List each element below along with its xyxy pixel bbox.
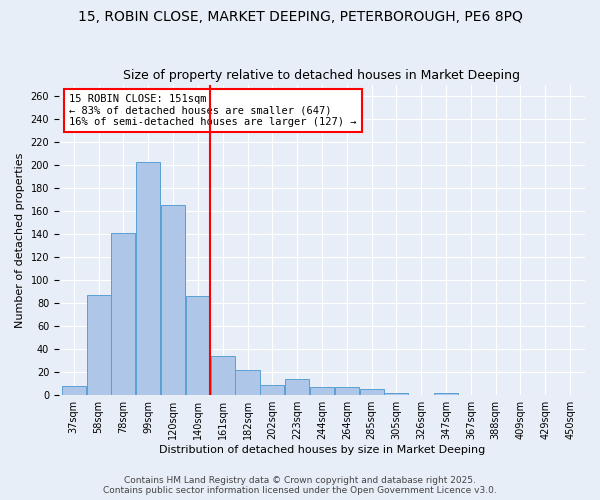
Bar [86, 295, 110, 395]
Bar [335, 387, 359, 395]
Bar [112, 233, 136, 395]
Bar [161, 206, 185, 395]
Text: 15, ROBIN CLOSE, MARKET DEEPING, PETERBOROUGH, PE6 8PQ: 15, ROBIN CLOSE, MARKET DEEPING, PETERBO… [77, 10, 523, 24]
Bar [260, 385, 284, 395]
Bar [136, 162, 160, 395]
Y-axis label: Number of detached properties: Number of detached properties [15, 152, 25, 328]
Bar [211, 356, 235, 395]
Bar [62, 386, 86, 395]
Text: 15 ROBIN CLOSE: 151sqm
← 83% of detached houses are smaller (647)
16% of semi-de: 15 ROBIN CLOSE: 151sqm ← 83% of detached… [70, 94, 357, 127]
Bar [186, 296, 210, 395]
Title: Size of property relative to detached houses in Market Deeping: Size of property relative to detached ho… [124, 69, 520, 82]
Bar [385, 393, 409, 395]
Bar [434, 393, 458, 395]
Bar [359, 390, 383, 395]
Text: Contains HM Land Registry data © Crown copyright and database right 2025.
Contai: Contains HM Land Registry data © Crown c… [103, 476, 497, 495]
X-axis label: Distribution of detached houses by size in Market Deeping: Distribution of detached houses by size … [159, 445, 485, 455]
Bar [285, 379, 309, 395]
Bar [310, 387, 334, 395]
Bar [235, 370, 260, 395]
